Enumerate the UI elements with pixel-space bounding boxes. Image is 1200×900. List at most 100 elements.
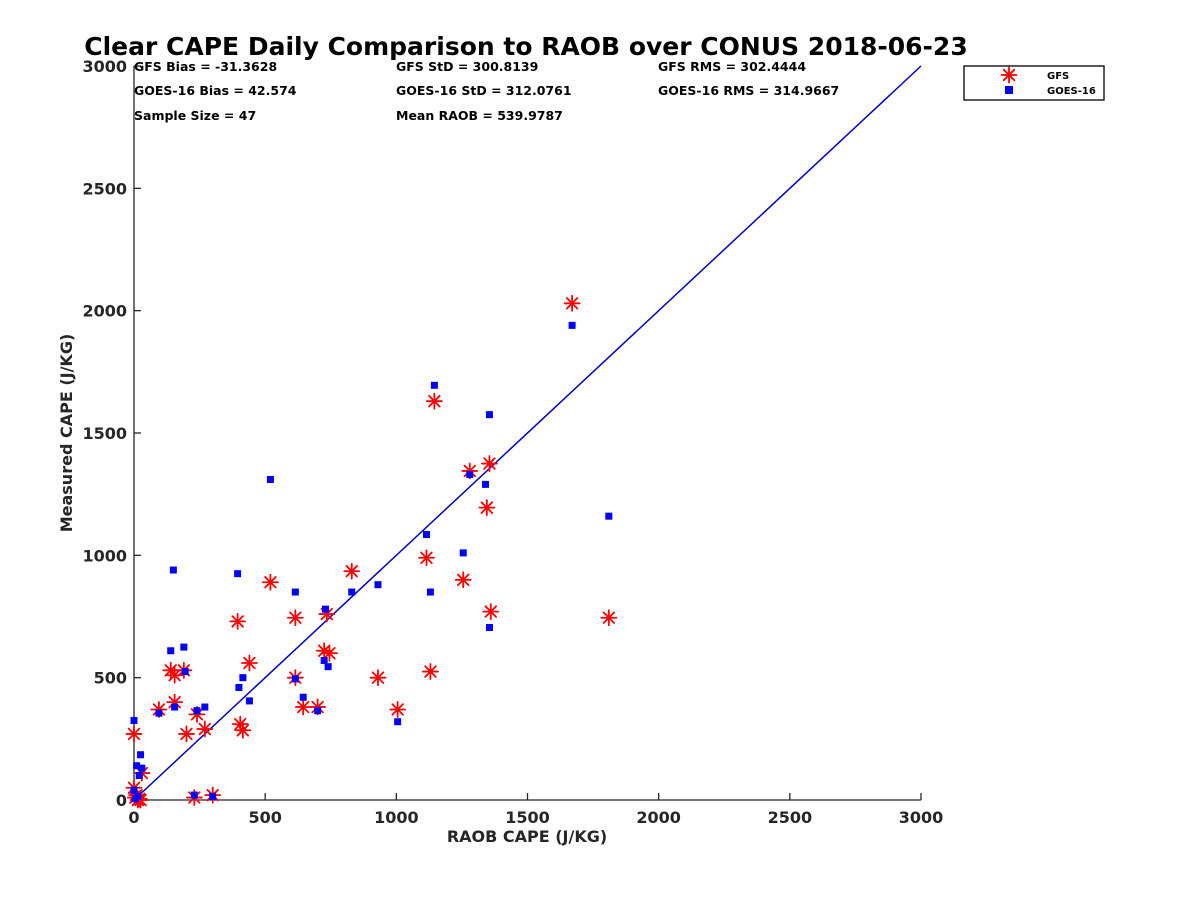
y-axis-ticks: 0 500 1000 1500 2000 2500 3000 (82, 57, 141, 810)
x-axis-ticks: 0 500 1000 1500 2000 2500 3000 (128, 793, 943, 827)
stats-block: GFS Bias = -31.3628 GFS StD = 300.8139 G… (134, 59, 839, 123)
gfs-point (196, 720, 214, 738)
stat-gfs-bias: GFS Bias = -31.3628 (134, 59, 277, 74)
goes-16-point (466, 471, 474, 479)
goes-16-point (485, 411, 493, 419)
y-tick-label: 1000 (82, 546, 127, 565)
gfs-point (234, 721, 252, 739)
goes-16-point (568, 321, 576, 329)
goes-16-point (209, 792, 217, 800)
goes-16-point (324, 663, 332, 671)
goes-16-point (423, 531, 431, 539)
stat-gfs-std: GFS StD = 300.8139 (396, 59, 538, 74)
gfs-point (481, 455, 498, 472)
goes-16-point (180, 643, 188, 651)
series-gfs (125, 294, 618, 809)
goes-16-point (155, 709, 163, 717)
legend-gfs-asterisk (1000, 66, 1018, 84)
goes-16-point (482, 480, 490, 488)
gfs-point (262, 573, 279, 591)
gfs-point (389, 701, 407, 718)
goes-16-point (130, 786, 138, 794)
goes-16-point (137, 751, 145, 759)
x-tick-label: 1500 (505, 808, 550, 827)
gfs-point (241, 654, 258, 672)
x-tick-label: 500 (248, 808, 281, 827)
one-to-one-reference-line (133, 65, 922, 801)
goes-16-point (190, 791, 198, 799)
legend-gfs-label: GFS (1047, 71, 1069, 82)
goes-16-point (234, 570, 242, 578)
stat-mean-raob: Mean RAOB = 539.9787 (396, 108, 563, 123)
legend-box (963, 65, 1105, 101)
legend-gfs-marker (1000, 66, 1018, 84)
goes-16-point (169, 566, 177, 574)
goes-16-point (245, 697, 253, 705)
y-axis-label: Measured CAPE (J/KG) (57, 334, 76, 533)
gfs-point (600, 609, 618, 627)
gfs-point (125, 725, 143, 743)
gfs-point (454, 571, 472, 589)
gfs-point (178, 725, 195, 743)
chart-title: Clear CAPE Daily Comparison to RAOB over… (84, 32, 967, 61)
goes-16-point (485, 624, 493, 632)
goes-16-point (130, 716, 138, 724)
goes-16-point (134, 792, 142, 800)
goes-16-point (135, 772, 143, 780)
gfs-point (422, 663, 439, 680)
x-axis-label: RAOB CAPE (J/KG) (447, 827, 607, 846)
legend-goes-label: GOES-16 (1047, 86, 1096, 97)
goes-16-point (430, 381, 438, 389)
goes-16-point (291, 675, 299, 683)
goes-16-point (235, 683, 243, 691)
x-tick-label: 2000 (636, 808, 681, 827)
goes-16-point (459, 549, 467, 557)
goes-16-point (193, 707, 201, 715)
goes-16-point (426, 588, 434, 596)
goes-16-point (320, 657, 328, 665)
goes-16-point (394, 718, 402, 726)
y-tick-label: 500 (94, 669, 127, 688)
stat-goes-bias: GOES-16 Bias = 42.574 (134, 83, 297, 98)
x-tick-label: 2500 (768, 808, 813, 827)
goes-16-point (181, 668, 189, 676)
gfs-point (229, 612, 247, 630)
goes-16-point (374, 581, 382, 589)
goes-16-point (322, 605, 330, 613)
y-tick-label: 1500 (82, 424, 127, 443)
gfs-point (369, 669, 387, 687)
goes-16-point (171, 703, 179, 711)
gfs-point (478, 499, 496, 517)
x-tick-label: 1000 (374, 808, 419, 827)
y-tick-label: 0 (116, 791, 127, 810)
legend-goes-16-marker (1005, 86, 1013, 94)
gfs-point (425, 392, 443, 410)
goes-16-point (348, 588, 356, 596)
gfs-point (343, 562, 361, 580)
x-tick-label: 3000 (899, 808, 944, 827)
goes-16-point (138, 764, 146, 772)
goes-16-point (314, 707, 322, 715)
y-tick-label: 2000 (82, 302, 127, 321)
stat-gfs-rms: GFS RMS = 302.4444 (658, 59, 806, 74)
y-tick-label: 2500 (82, 179, 127, 198)
gfs-point (482, 603, 500, 621)
goes-16-point (605, 512, 613, 520)
goes-16-point (299, 693, 307, 701)
gfs-point (286, 609, 304, 627)
gfs-point (294, 698, 312, 716)
series-goes-16 (130, 321, 613, 803)
goes-16-point (167, 647, 175, 655)
legend: GFS GOES-16 (963, 65, 1105, 101)
goes-16-point (266, 475, 274, 483)
y-tick-label: 3000 (82, 57, 127, 76)
gfs-point (563, 294, 581, 312)
stat-goes-rms: GOES-16 RMS = 314.9667 (658, 83, 839, 98)
stat-goes-std: GOES-16 StD = 312.0761 (396, 83, 572, 98)
gfs-point (321, 644, 338, 662)
gfs-point (231, 715, 249, 733)
x-tick-label: 0 (128, 808, 139, 827)
goes-16-point (201, 703, 209, 711)
goes-16-point (291, 588, 299, 596)
